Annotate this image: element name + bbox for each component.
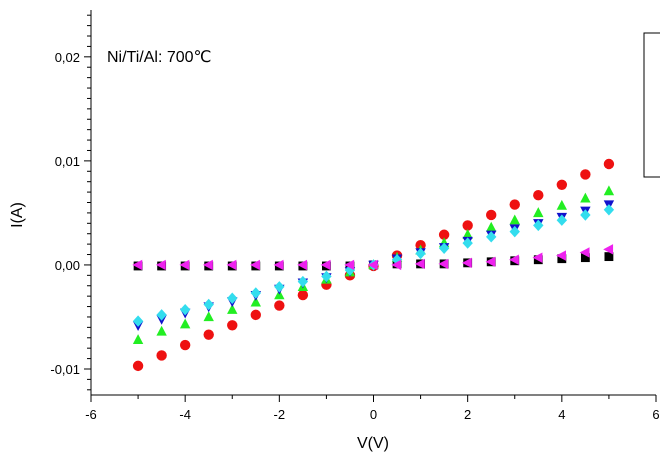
y-tick-label: 0,00 (55, 258, 80, 273)
data-point-diamond (203, 298, 214, 311)
data-point-triangle-left (391, 259, 402, 271)
data-point-diamond (132, 315, 144, 327)
data-point-triangle-left (344, 259, 355, 271)
x-tick-label: 2 (464, 407, 471, 422)
data-point-triangle-left (155, 259, 166, 271)
data-point-triangle-up (533, 207, 544, 218)
data-point-circle (438, 229, 450, 240)
data-point-diamond (486, 231, 497, 243)
data-point-triangle-up (462, 229, 473, 239)
data-point-triangle-left (273, 259, 284, 271)
data-point-square (557, 254, 567, 264)
data-point-triangle-left (179, 259, 190, 271)
data-point-circle (156, 350, 167, 361)
data-point-diamond (297, 275, 309, 288)
data-point-circle (203, 329, 214, 340)
data-point-triangle-left (132, 259, 143, 271)
data-point-triangle-left (438, 258, 449, 270)
data-point-circle (533, 190, 544, 201)
data-point-triangle-left (532, 252, 543, 263)
data-point-circle (227, 320, 238, 331)
data-point-triangle-left (414, 258, 425, 270)
data-point-triangle-left (556, 250, 566, 261)
data-point-triangle-left (509, 254, 519, 265)
y-tick-label: 0,02 (55, 50, 80, 65)
data-point-triangle-left (320, 259, 331, 271)
data-point-triangle-left (226, 259, 237, 271)
data-point-diamond (415, 247, 426, 260)
data-point-triangle-left (579, 247, 590, 258)
data-point-triangle-left (461, 257, 472, 269)
data-point-diamond (462, 237, 473, 249)
data-point-triangle-up (203, 311, 214, 322)
data-point-circle (132, 360, 144, 372)
data-point-triangle-left (297, 259, 308, 271)
data-point-triangle-up (603, 185, 615, 196)
marks-layer (132, 158, 615, 372)
data-point-triangle-up (580, 192, 591, 203)
data-point-diamond (580, 209, 591, 221)
data-point-triangle-up (156, 325, 167, 336)
data-point-diamond (227, 292, 238, 304)
data-point-diamond (250, 287, 261, 299)
data-point-circle (509, 199, 520, 210)
data-point-circle (462, 220, 473, 231)
data-point-square (580, 253, 590, 263)
data-point-circle (580, 169, 591, 180)
data-point-triangle-left (603, 244, 614, 255)
x-tick-label: 4 (558, 407, 565, 422)
y-tick-label: -0,01 (50, 362, 80, 377)
chart-annotation: Ni/Ti/Al: 700℃ (107, 49, 212, 66)
x-tick-label: -2 (274, 407, 286, 422)
data-point-triangle-left (250, 259, 260, 271)
data-point-diamond (533, 219, 544, 232)
data-point-diamond (179, 303, 191, 316)
x-tick-label: -4 (179, 407, 191, 422)
legend-box (643, 32, 660, 178)
x-tick-label: 0 (370, 407, 377, 422)
data-point-triangle-up (132, 334, 144, 345)
data-point-diamond (603, 204, 615, 216)
data-point-diamond (438, 242, 450, 255)
x-tick-label: 6 (652, 407, 659, 422)
data-point-circle (274, 300, 285, 311)
data-point-circle (486, 209, 497, 221)
x-tick-label: -6 (85, 407, 97, 422)
data-point-triangle-up (250, 296, 261, 307)
data-point-diamond (321, 270, 332, 283)
data-point-triangle-up (227, 303, 238, 314)
data-point-diamond (156, 309, 167, 321)
data-point-triangle-up (556, 199, 568, 210)
data-point-triangle-up (509, 214, 520, 225)
data-point-circle (603, 158, 615, 170)
data-point-circle (179, 339, 191, 351)
data-point-triangle-left (367, 259, 378, 271)
data-point-triangle-left (202, 259, 213, 271)
y-axis-label: I(A) (9, 202, 26, 228)
data-point-triangle-up (486, 221, 497, 232)
data-point-square (604, 252, 614, 262)
data-point-diamond (556, 214, 568, 226)
data-point-triangle-up (179, 318, 191, 329)
y-tick-label: 0,01 (55, 154, 80, 169)
data-point-circle (250, 309, 261, 321)
data-point-circle (297, 289, 309, 301)
data-point-circle (556, 179, 568, 191)
data-point-diamond (274, 281, 285, 293)
data-point-triangle-left (485, 256, 496, 268)
x-axis-label: V(V) (357, 435, 389, 452)
data-point-diamond (509, 225, 520, 238)
axes-layer: -6 -4 -2 0 2 4 6 -0,01 0,00 0,01 0,02 (50, 10, 660, 422)
